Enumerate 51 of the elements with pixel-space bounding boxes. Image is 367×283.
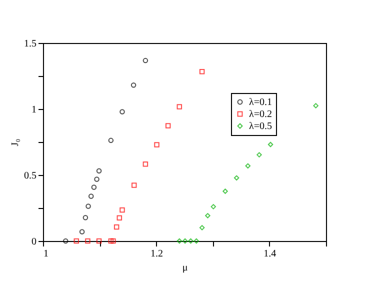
- point: [85, 238, 90, 244]
- point: [154, 142, 160, 148]
- point: [74, 238, 80, 244]
- x-axis-title: μ: [182, 262, 188, 274]
- x-tick-label: 1.4: [264, 248, 276, 260]
- point: [132, 182, 137, 188]
- x-tick-label: 1: [44, 248, 48, 260]
- point: [108, 138, 114, 144]
- point: [96, 238, 102, 244]
- point: [63, 238, 68, 244]
- point: [268, 142, 274, 148]
- point: [82, 215, 88, 220]
- x-tick-label: 1.2: [150, 248, 163, 260]
- point: [176, 238, 182, 244]
- point: [182, 238, 188, 244]
- point: [120, 109, 125, 114]
- point: [120, 207, 125, 213]
- point: [245, 163, 251, 169]
- y-tick-label: 1: [32, 104, 36, 116]
- point: [79, 229, 85, 234]
- legend-label: λ=0.5: [249, 121, 272, 132]
- point: [96, 168, 102, 174]
- legend-label: λ=0.1: [249, 97, 272, 108]
- point: [205, 213, 210, 218]
- point: [188, 238, 194, 244]
- y-tick-label: 1.5: [24, 38, 36, 50]
- point: [110, 238, 116, 244]
- point: [130, 82, 136, 88]
- point: [94, 176, 100, 182]
- point: [165, 123, 171, 128]
- point: [88, 194, 94, 199]
- point: [86, 204, 91, 209]
- point: [91, 184, 97, 190]
- point: [108, 238, 114, 244]
- point: [199, 69, 205, 74]
- point: [210, 204, 216, 210]
- point: [142, 58, 148, 64]
- point: [142, 162, 148, 167]
- y-tick-label: 0: [32, 236, 36, 248]
- point: [234, 175, 240, 181]
- point: [222, 188, 228, 194]
- point: [313, 103, 318, 108]
- point: [116, 215, 122, 221]
- point: [176, 104, 182, 110]
- point: [256, 152, 262, 158]
- y-tick-label: 0.5: [24, 170, 36, 182]
- legend-label: λ=0.2: [249, 109, 272, 120]
- point: [199, 225, 205, 230]
- point: [114, 224, 120, 230]
- point: [194, 238, 200, 244]
- y-axis-title: J₀: [10, 138, 21, 146]
